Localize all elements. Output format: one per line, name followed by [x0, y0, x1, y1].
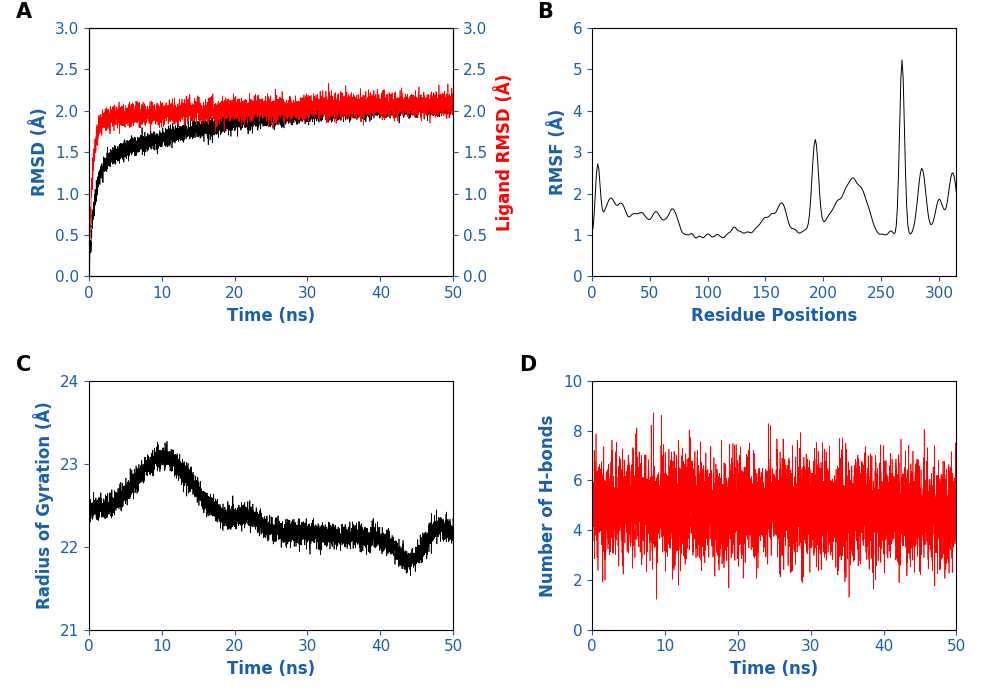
Text: B: B [537, 1, 553, 21]
Y-axis label: Ligand RMSD (Å): Ligand RMSD (Å) [493, 73, 514, 230]
Text: A: A [16, 1, 32, 21]
X-axis label: Time (ns): Time (ns) [227, 307, 316, 325]
X-axis label: Time (ns): Time (ns) [730, 660, 818, 678]
Y-axis label: RMSD (Å): RMSD (Å) [31, 108, 49, 197]
Y-axis label: Number of H-bonds: Number of H-bonds [539, 414, 557, 597]
Y-axis label: RMSF (Å): RMSF (Å) [548, 109, 567, 195]
X-axis label: Time (ns): Time (ns) [227, 660, 316, 678]
X-axis label: Residue Positions: Residue Positions [691, 307, 857, 325]
Text: C: C [16, 355, 32, 375]
Y-axis label: Radius of Gyration (Å): Radius of Gyration (Å) [34, 401, 54, 609]
Text: D: D [519, 355, 536, 375]
